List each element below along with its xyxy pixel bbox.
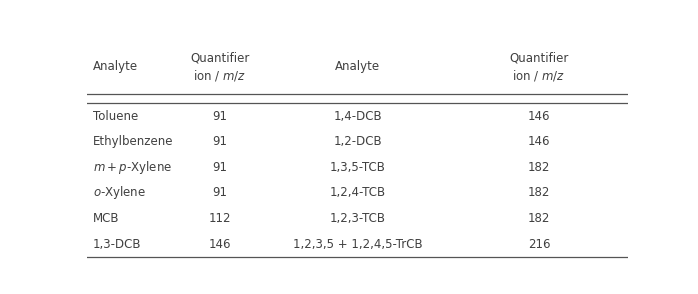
Text: 112: 112 <box>209 212 231 225</box>
Text: $o$-Xylene: $o$-Xylene <box>93 185 146 201</box>
Text: Analyte: Analyte <box>335 61 380 74</box>
Text: 1,2,3,5 + 1,2,4,5-TrCB: 1,2,3,5 + 1,2,4,5-TrCB <box>293 238 422 251</box>
Text: 146: 146 <box>209 238 231 251</box>
Text: Ethylbenzene: Ethylbenzene <box>93 135 173 148</box>
Text: 1,3-DCB: 1,3-DCB <box>93 238 141 251</box>
Text: MCB: MCB <box>93 212 119 225</box>
Text: 1,2,3-TCB: 1,2,3-TCB <box>329 212 386 225</box>
Text: 91: 91 <box>212 110 228 123</box>
Text: $m + p$-Xylene: $m + p$-Xylene <box>93 159 172 176</box>
Text: 91: 91 <box>212 186 228 200</box>
Text: 1,2,4-TCB: 1,2,4-TCB <box>329 186 386 200</box>
Text: 216: 216 <box>528 238 550 251</box>
Text: 91: 91 <box>212 135 228 148</box>
Text: 182: 182 <box>528 212 550 225</box>
Text: Quantifier
ion / $m/z$: Quantifier ion / $m/z$ <box>190 51 249 83</box>
Text: Quantifier
ion / $m/z$: Quantifier ion / $m/z$ <box>510 51 569 83</box>
Text: 146: 146 <box>528 135 550 148</box>
Text: 182: 182 <box>528 161 550 174</box>
Text: 91: 91 <box>212 161 228 174</box>
Text: 1,3,5-TCB: 1,3,5-TCB <box>329 161 386 174</box>
Text: 146: 146 <box>528 110 550 123</box>
Text: 1,2-DCB: 1,2-DCB <box>334 135 382 148</box>
Text: Toluene: Toluene <box>93 110 138 123</box>
Text: Analyte: Analyte <box>93 61 138 74</box>
Text: 182: 182 <box>528 186 550 200</box>
Text: 1,4-DCB: 1,4-DCB <box>334 110 382 123</box>
